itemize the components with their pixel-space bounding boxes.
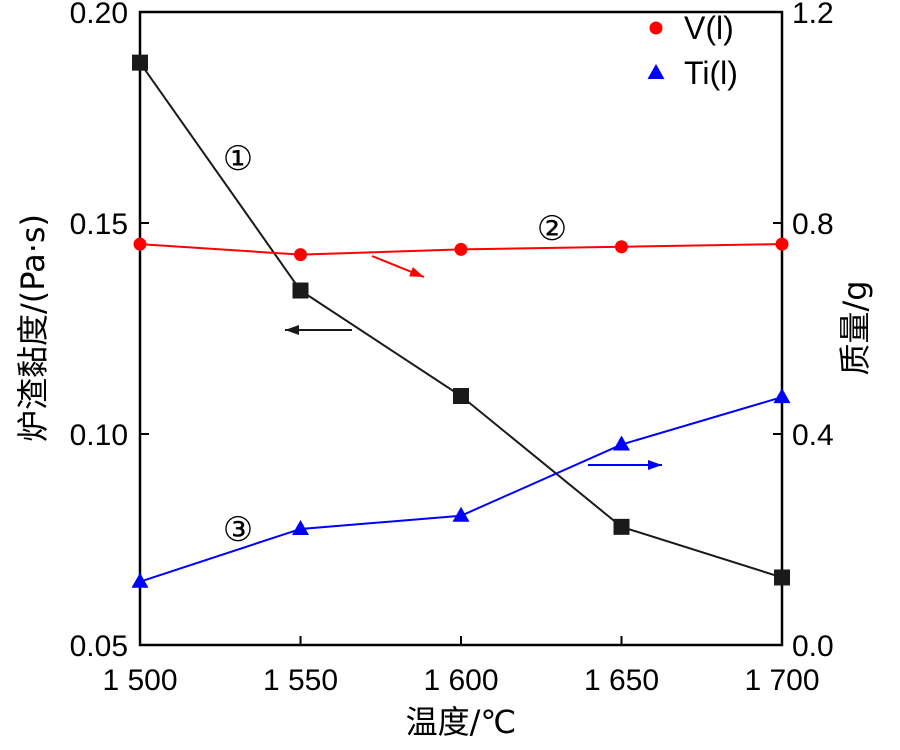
square-marker bbox=[132, 54, 148, 71]
axis-indicator-arrow bbox=[588, 460, 662, 470]
arrowhead bbox=[409, 267, 424, 277]
series-triangle bbox=[131, 388, 791, 588]
right-y-axis: 0.0 0.4 0.8 1.2 bbox=[773, 0, 834, 663]
x-tick-label: 1 500 bbox=[102, 664, 177, 697]
left-tick-label: 0.20 bbox=[70, 0, 128, 30]
series-annotation: ③ bbox=[223, 510, 253, 550]
triangle-marker bbox=[131, 572, 149, 588]
triangle-marker bbox=[647, 64, 665, 79]
square-marker bbox=[774, 569, 790, 586]
x-tick-label: 1 700 bbox=[744, 664, 819, 697]
series-annotation: ② bbox=[537, 209, 567, 249]
circle-marker bbox=[294, 248, 307, 262]
x-axis-title: 温度/℃ bbox=[406, 703, 517, 741]
legend: V(l) Ti(l) bbox=[647, 10, 738, 91]
right-tick-label: 1.2 bbox=[792, 0, 834, 30]
series-circle bbox=[133, 237, 789, 262]
square-marker bbox=[453, 388, 469, 405]
series-square bbox=[132, 54, 790, 586]
legend-item: Ti(l) bbox=[647, 55, 738, 91]
series-layer bbox=[131, 54, 791, 588]
circle-marker bbox=[775, 237, 789, 251]
circle-marker bbox=[133, 237, 147, 251]
legend-item: V(l) bbox=[649, 10, 734, 46]
legend-label: Ti(l) bbox=[684, 55, 738, 91]
square-marker bbox=[292, 282, 309, 299]
x-axis: 1 500 1 550 1 600 1 650 1 700 bbox=[102, 636, 820, 697]
x-tick-label: 1 550 bbox=[263, 664, 338, 697]
circle-marker bbox=[615, 240, 628, 254]
right-tick-label: 0.4 bbox=[792, 419, 834, 452]
left-y-axis: 0.05 0.10 0.15 0.20 bbox=[70, 0, 149, 663]
circle-marker bbox=[454, 242, 468, 256]
annotations: ① ③ ② bbox=[223, 139, 662, 550]
left-tick-label: 0.15 bbox=[70, 208, 128, 241]
arrowhead bbox=[648, 460, 662, 470]
triangle-marker bbox=[452, 506, 470, 522]
left-tick-label: 0.05 bbox=[70, 630, 128, 663]
triangle-marker bbox=[613, 435, 630, 451]
right-tick-label: 0.8 bbox=[792, 208, 834, 241]
triangle-marker bbox=[773, 388, 791, 404]
square-marker bbox=[613, 518, 630, 535]
right-axis-title: 质量/g bbox=[836, 280, 874, 375]
series-annotation: ① bbox=[223, 139, 253, 179]
triangle-marker bbox=[292, 519, 309, 535]
series-line bbox=[139, 396, 783, 583]
left-axis-title: 炉渣黏度/(Pa·s) bbox=[14, 214, 52, 442]
axis-indicator-arrow bbox=[285, 325, 352, 335]
circle-marker bbox=[649, 21, 663, 35]
legend-label: V(l) bbox=[684, 10, 734, 46]
x-tick-label: 1 600 bbox=[423, 664, 498, 697]
axis-indicator-arrow bbox=[371, 255, 425, 278]
right-tick-label: 0.0 bbox=[792, 630, 834, 663]
x-tick-label: 1 650 bbox=[584, 664, 659, 697]
left-tick-label: 0.10 bbox=[70, 419, 128, 452]
arrowhead bbox=[285, 325, 299, 335]
